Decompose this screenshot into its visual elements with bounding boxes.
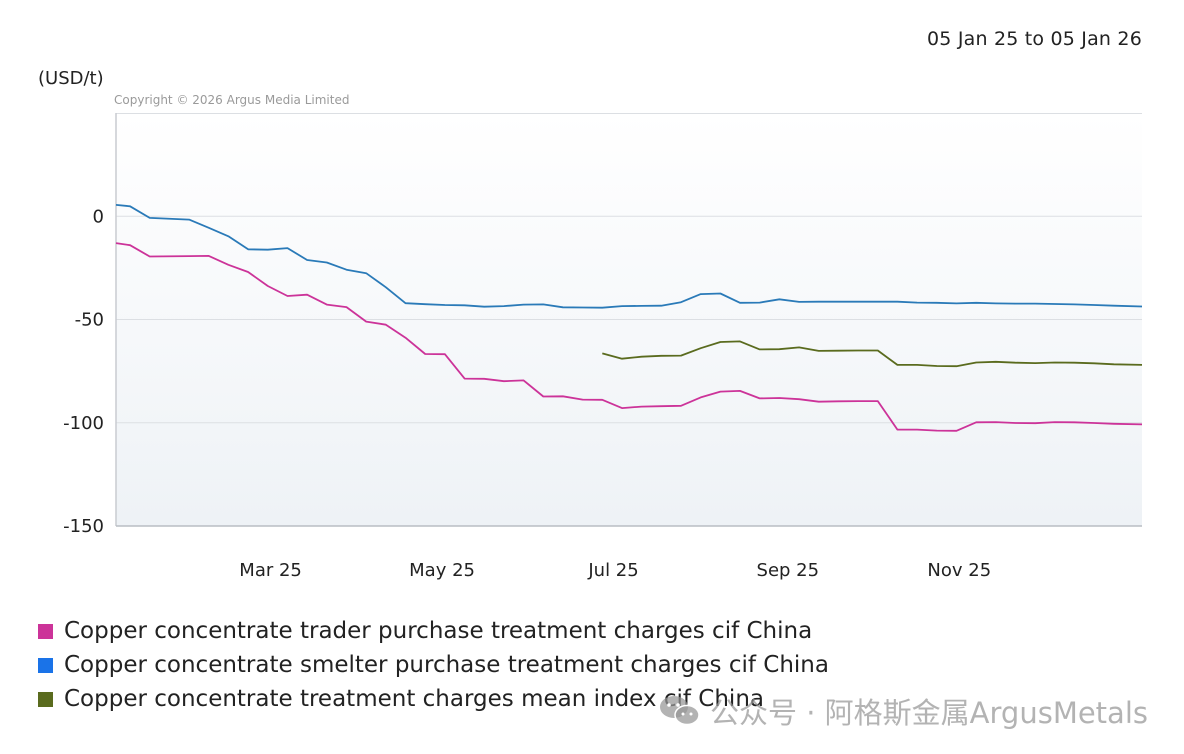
legend-label-smelter: Copper concentrate smelter purchase trea… [64, 652, 829, 678]
legend-item-smelter[interactable]: Copper concentrate smelter purchase trea… [38, 648, 829, 682]
y-tick-label: -150 [63, 516, 104, 537]
legend-item-mean[interactable]: Copper concentrate treatment charges mea… [38, 682, 829, 716]
x-tick-label: Jul 25 [587, 560, 638, 581]
watermark-text: 公众号 · 阿格斯金属ArgusMetals [710, 696, 1148, 730]
y-tick-label: -100 [63, 413, 104, 434]
series-line-trader [115, 242, 1143, 432]
plot-area: 0 -50 -100 -150 Mar 25 May 25 Jul 25 Sep 25 Nov… [63, 113, 1143, 581]
legend-swatch-smelter [38, 657, 53, 673]
x-tick-label: Nov 25 [927, 560, 991, 581]
legend-label-mean: Copper concentrate treatment charges mea… [64, 686, 764, 712]
series-line-mean [602, 340, 1143, 368]
axes [115, 113, 1142, 527]
wechat-icon [658, 693, 702, 729]
x-tick-label: Sep 25 [757, 560, 820, 581]
series-line-smelter [115, 204, 1143, 309]
watermark: 公众号 · 阿格斯金属ArgusMetals [658, 690, 1148, 732]
x-tick-label: Mar 25 [239, 560, 302, 581]
y-tick-label: -50 [75, 310, 104, 331]
legend-swatch-mean [38, 691, 53, 707]
legend-swatch-trader [38, 623, 53, 639]
gridlines [116, 113, 1142, 424]
y-tick-labels: 0 -50 -100 -150 [63, 206, 104, 537]
copyright-notice: Copyright © 2026 Argus Media Limited [114, 93, 350, 107]
legend-label-trader: Copper concentrate trader purchase treat… [64, 618, 813, 644]
legend: Copper concentrate trader purchase treat… [38, 614, 829, 716]
y-tick-label: 0 [93, 206, 104, 227]
y-axis-unit-label: (USD/t) [38, 68, 104, 89]
x-tick-label: May 25 [409, 560, 475, 581]
series-lines [115, 204, 1143, 432]
x-tick-labels: Mar 25 May 25 Jul 25 Sep 25 Nov 25 [239, 560, 991, 581]
date-range-label: 05 Jan 25 to 05 Jan 26 [927, 28, 1142, 50]
legend-item-trader[interactable]: Copper concentrate trader purchase treat… [38, 614, 829, 648]
